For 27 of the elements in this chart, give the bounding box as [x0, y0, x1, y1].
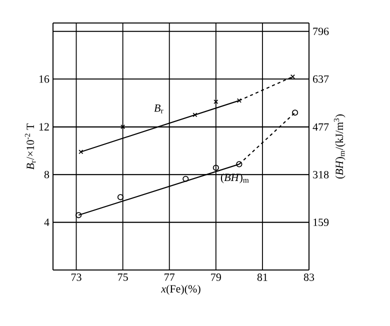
- y2-tick-label: 159: [314, 218, 329, 226]
- x-tick-label: 75: [118, 274, 128, 281]
- point: [120, 124, 126, 130]
- point: [212, 164, 219, 171]
- x-tick-label: 79: [211, 274, 221, 281]
- y2-tick-label: 796: [313, 28, 329, 36]
- point: [182, 176, 189, 182]
- point: [290, 74, 295, 79]
- x-tick-label: 81: [257, 274, 268, 281]
- x-tick-label: 83: [304, 274, 314, 281]
- point: [214, 99, 218, 104]
- y2-axis-title: (BH)$_{m}$/(kJ/m$^{3}$): [334, 114, 346, 179]
- y-tick-label: 16: [39, 75, 50, 83]
- y2-tick-label: 477: [312, 123, 329, 131]
- y-tick-label: 12: [39, 123, 49, 130]
- x-tick-label: 73: [71, 274, 82, 281]
- y-axis-title: B$_{r}$/×10$^{-2}$ T: [24, 123, 36, 170]
- point: [117, 194, 124, 200]
- point: [192, 112, 198, 118]
- x-tick-label: 77: [164, 274, 175, 281]
- y2-tick-label: 637: [313, 75, 329, 83]
- y2-tick-label: 318: [313, 170, 329, 178]
- text: B$_{r}$: [154, 104, 164, 114]
- y-tick-label: 4: [44, 218, 50, 226]
- y-tick-label: 8: [44, 170, 50, 178]
- point: [292, 110, 298, 116]
- x-axis-title: x(Fe)(%): [161, 284, 200, 295]
